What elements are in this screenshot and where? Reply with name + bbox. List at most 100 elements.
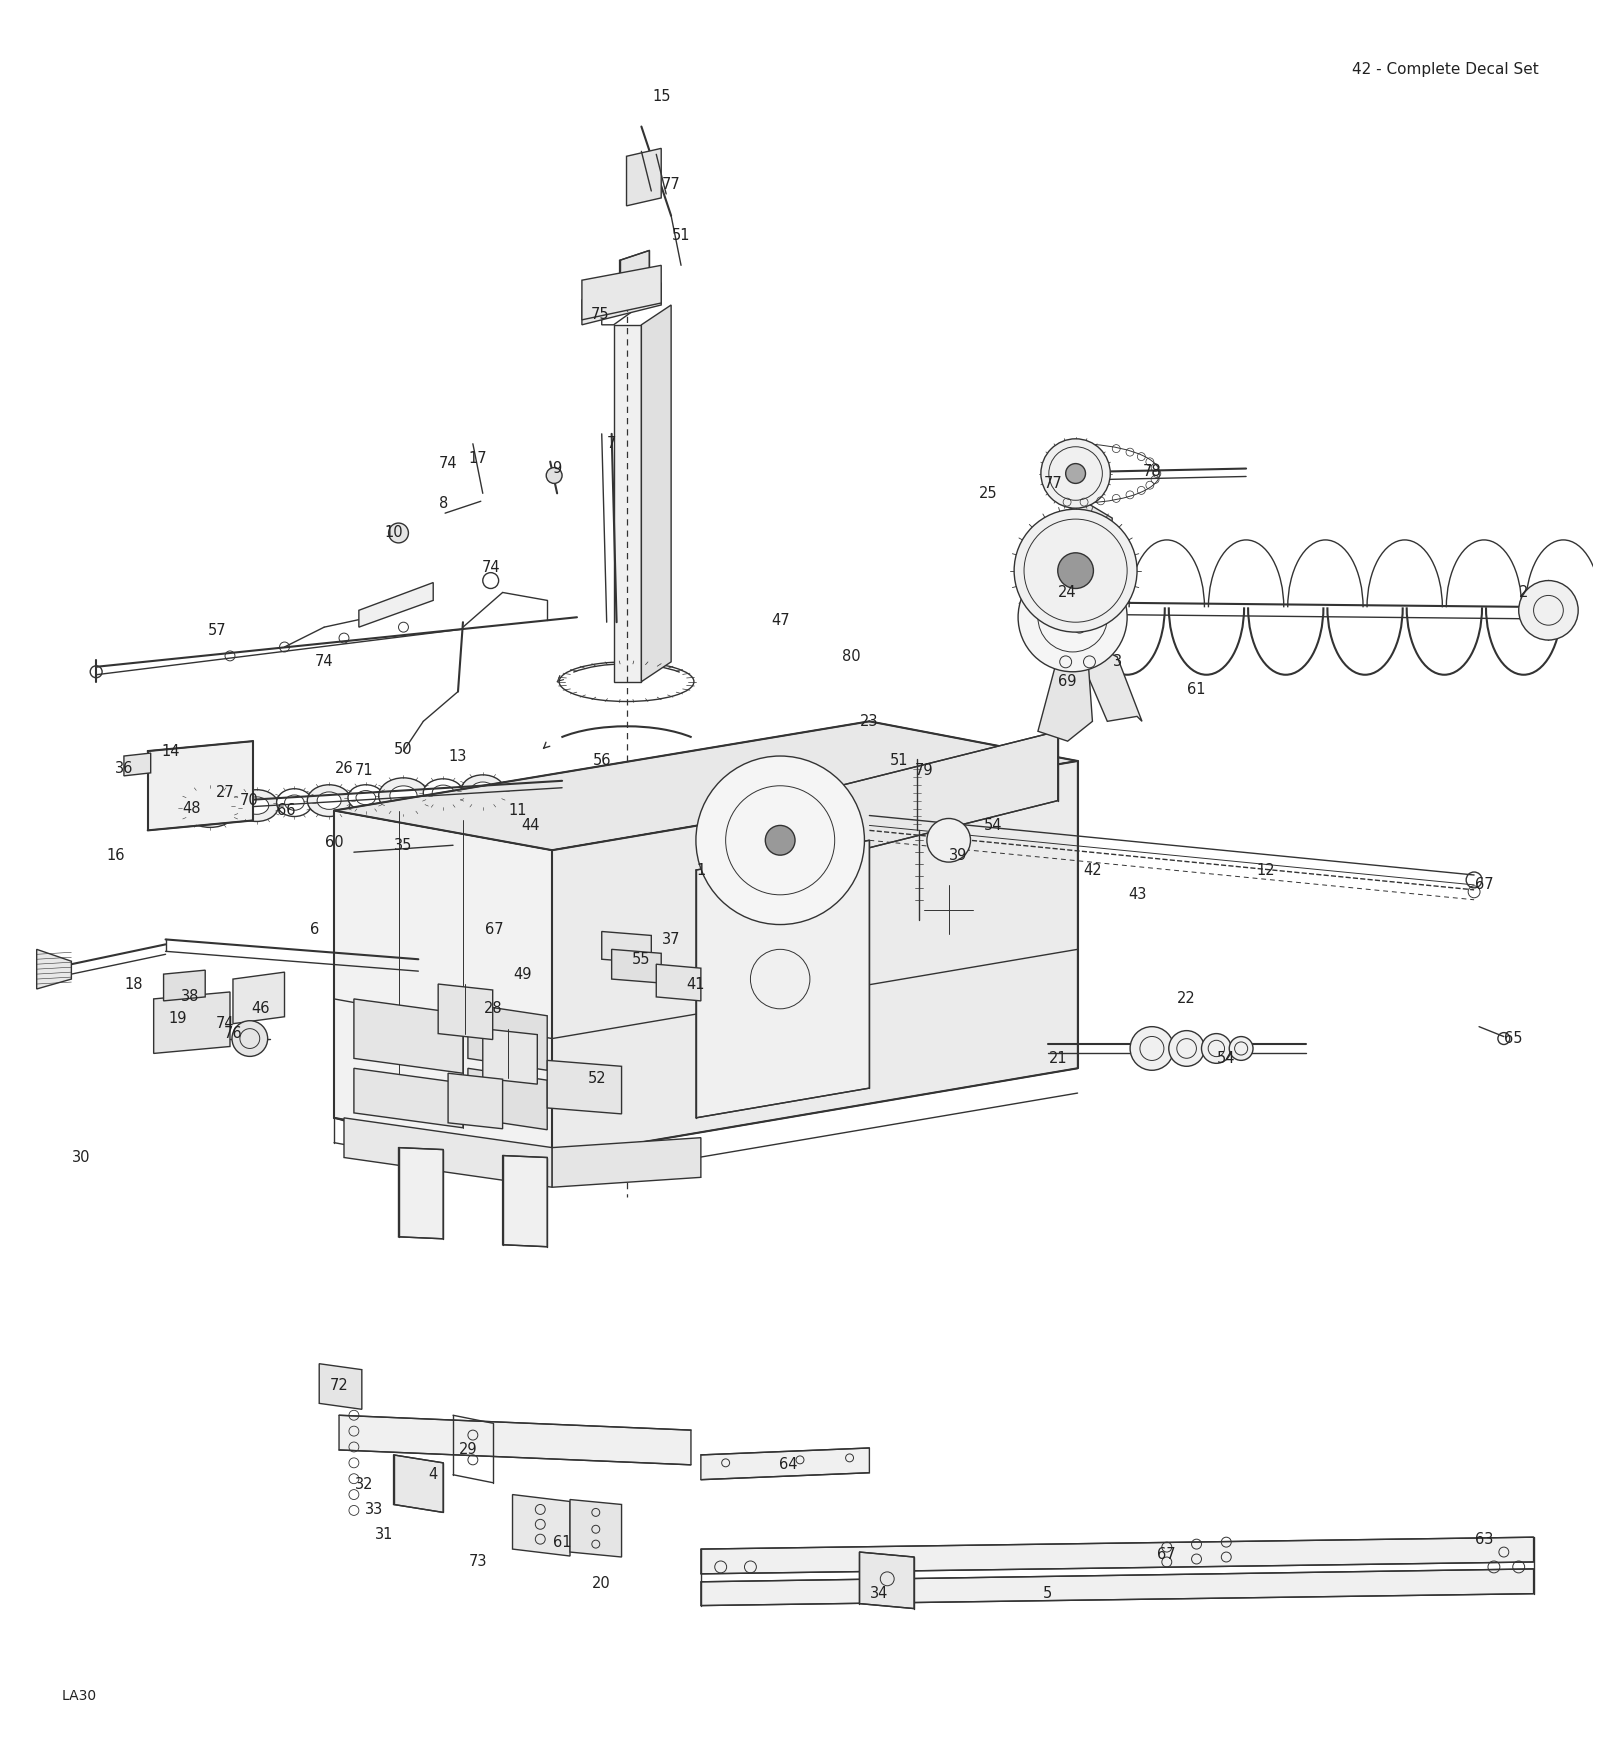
Text: 22: 22 [1178, 991, 1195, 1006]
Text: 56: 56 [592, 753, 611, 769]
Text: 61: 61 [1187, 681, 1206, 697]
Ellipse shape [235, 790, 278, 821]
Text: 13: 13 [450, 748, 467, 763]
Polygon shape [154, 992, 230, 1053]
Circle shape [1168, 1031, 1205, 1066]
Polygon shape [552, 1137, 701, 1188]
Polygon shape [467, 1069, 547, 1130]
Ellipse shape [285, 795, 304, 811]
Ellipse shape [432, 784, 454, 800]
Circle shape [1130, 1027, 1174, 1071]
Circle shape [1518, 580, 1578, 639]
Polygon shape [582, 266, 661, 320]
Text: 3: 3 [1112, 655, 1122, 669]
Text: 26: 26 [334, 762, 354, 776]
Polygon shape [781, 732, 1058, 870]
Text: 30: 30 [72, 1150, 91, 1165]
Polygon shape [696, 840, 869, 1118]
Text: 60: 60 [325, 835, 344, 849]
Text: 23: 23 [861, 715, 878, 728]
Text: 17: 17 [469, 451, 486, 466]
Polygon shape [701, 1448, 869, 1480]
Circle shape [696, 756, 864, 924]
Polygon shape [602, 300, 642, 325]
Text: 35: 35 [394, 839, 413, 853]
Polygon shape [656, 964, 701, 1001]
Polygon shape [701, 1537, 1533, 1574]
Polygon shape [358, 582, 434, 627]
Text: 2: 2 [1518, 585, 1528, 599]
Text: 67: 67 [485, 922, 504, 936]
Circle shape [1058, 552, 1093, 589]
Text: 67: 67 [1475, 877, 1493, 893]
Circle shape [1014, 508, 1138, 632]
Text: 74: 74 [315, 655, 333, 669]
Text: 43: 43 [1128, 887, 1146, 901]
Text: 31: 31 [374, 1527, 394, 1541]
Text: 32: 32 [355, 1478, 373, 1492]
Polygon shape [344, 1118, 552, 1188]
Text: 71: 71 [355, 763, 373, 779]
Text: 39: 39 [949, 847, 968, 863]
Text: 44: 44 [522, 818, 539, 833]
Ellipse shape [182, 788, 238, 828]
Polygon shape [438, 984, 493, 1039]
Ellipse shape [245, 797, 269, 814]
Text: 80: 80 [842, 650, 861, 664]
Ellipse shape [317, 791, 341, 809]
Text: 6: 6 [310, 922, 318, 936]
Polygon shape [512, 1495, 570, 1557]
Text: 12: 12 [1256, 863, 1275, 877]
Text: 8: 8 [438, 496, 448, 510]
Ellipse shape [424, 779, 462, 807]
Text: 52: 52 [587, 1071, 606, 1085]
Polygon shape [642, 306, 670, 681]
Polygon shape [483, 1029, 538, 1085]
Text: 50: 50 [394, 741, 413, 756]
Text: 37: 37 [662, 931, 680, 947]
Ellipse shape [195, 797, 226, 819]
Circle shape [232, 1020, 267, 1057]
Text: 78: 78 [1142, 465, 1162, 479]
Circle shape [1042, 438, 1110, 508]
Polygon shape [502, 1155, 547, 1247]
Ellipse shape [470, 783, 494, 800]
Text: 5: 5 [1043, 1586, 1053, 1602]
Text: 73: 73 [469, 1555, 486, 1569]
Polygon shape [334, 722, 1077, 851]
Polygon shape [611, 949, 661, 984]
Text: 46: 46 [251, 1001, 270, 1017]
Text: 42: 42 [1083, 863, 1102, 877]
Ellipse shape [347, 784, 384, 811]
Polygon shape [147, 741, 253, 830]
Text: 51: 51 [890, 753, 909, 769]
Text: 61: 61 [554, 1534, 571, 1550]
Text: 24: 24 [1058, 585, 1077, 599]
Text: 47: 47 [771, 613, 789, 627]
Polygon shape [552, 762, 1077, 1158]
Polygon shape [1058, 503, 1112, 582]
Circle shape [765, 825, 795, 856]
Circle shape [1018, 563, 1126, 673]
Ellipse shape [355, 791, 376, 805]
Text: 16: 16 [107, 847, 125, 863]
Text: 27: 27 [216, 784, 235, 800]
Text: 70: 70 [240, 793, 258, 809]
Polygon shape [123, 753, 150, 776]
Text: 42 - Complete Decal Set: 42 - Complete Decal Set [1352, 63, 1539, 77]
Circle shape [1229, 1036, 1253, 1060]
Polygon shape [163, 970, 205, 1001]
Polygon shape [547, 1060, 621, 1115]
Text: 66: 66 [277, 804, 296, 818]
Polygon shape [627, 148, 661, 206]
Polygon shape [339, 1415, 691, 1464]
Ellipse shape [379, 777, 429, 814]
Text: 64: 64 [779, 1457, 797, 1473]
Text: 10: 10 [384, 526, 403, 540]
Text: 76: 76 [224, 1025, 242, 1041]
Text: 1: 1 [696, 863, 706, 877]
Polygon shape [37, 949, 72, 989]
Text: 34: 34 [870, 1586, 888, 1602]
Circle shape [1061, 606, 1085, 629]
Polygon shape [619, 250, 650, 295]
